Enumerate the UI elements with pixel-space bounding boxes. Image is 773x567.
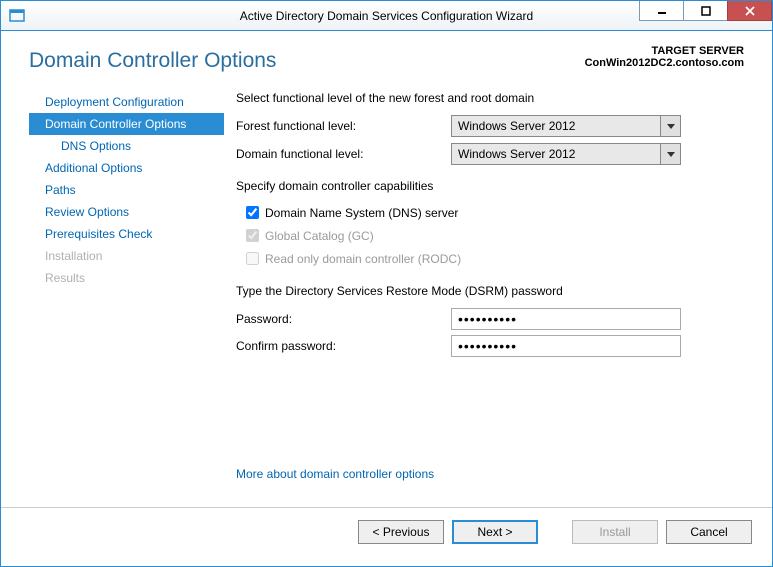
footer: < Previous Next > Install Cancel: [1, 507, 772, 555]
dns-server-checkbox-row: Domain Name System (DNS) server: [242, 203, 744, 222]
confirm-password-row: Confirm password:: [236, 335, 744, 357]
global-catalog-checkbox-row: Global Catalog (GC): [242, 226, 744, 245]
titlebar: Active Directory Domain Services Configu…: [1, 1, 772, 31]
minimize-button[interactable]: [639, 1, 684, 21]
password-row: Password:: [236, 308, 744, 330]
previous-button[interactable]: < Previous: [358, 520, 444, 544]
chevron-down-icon: [660, 144, 680, 164]
domain-level-value: Windows Server 2012: [458, 147, 575, 161]
sidebar-item-prerequisites-check[interactable]: Prerequisites Check: [29, 223, 224, 245]
target-server-block: TARGET SERVER ConWin2012DC2.contoso.com: [585, 45, 744, 69]
dsrm-heading: Type the Directory Services Restore Mode…: [236, 284, 744, 298]
next-button[interactable]: Next >: [452, 520, 538, 544]
global-catalog-label: Global Catalog (GC): [265, 229, 374, 243]
forest-level-value: Windows Server 2012: [458, 119, 575, 133]
install-button: Install: [572, 520, 658, 544]
password-input[interactable]: [451, 308, 681, 330]
dns-server-checkbox[interactable]: [246, 206, 259, 219]
forest-level-dropdown[interactable]: Windows Server 2012: [451, 115, 681, 137]
sidebar: Deployment ConfigurationDomain Controlle…: [29, 91, 224, 491]
domain-level-dropdown[interactable]: Windows Server 2012: [451, 143, 681, 165]
password-label: Password:: [236, 312, 451, 326]
confirm-password-input[interactable]: [451, 335, 681, 357]
app-icon: [9, 8, 25, 24]
target-server-label: TARGET SERVER: [585, 45, 744, 57]
target-server-value: ConWin2012DC2.contoso.com: [585, 57, 744, 69]
cancel-button[interactable]: Cancel: [666, 520, 752, 544]
sidebar-item-results: Results: [29, 267, 224, 289]
sidebar-item-domain-controller-options[interactable]: Domain Controller Options: [29, 113, 224, 135]
forest-level-label: Forest functional level:: [236, 119, 451, 133]
domain-level-row: Domain functional level: Windows Server …: [236, 143, 744, 165]
confirm-password-label: Confirm password:: [236, 339, 451, 353]
forest-level-row: Forest functional level: Windows Server …: [236, 115, 744, 137]
sidebar-item-additional-options[interactable]: Additional Options: [29, 157, 224, 179]
domain-level-label: Domain functional level:: [236, 147, 451, 161]
dns-server-label: Domain Name System (DNS) server: [265, 206, 458, 220]
chevron-down-icon: [660, 116, 680, 136]
more-about-link[interactable]: More about domain controller options: [236, 467, 434, 481]
rodc-checkbox-row: Read only domain controller (RODC): [242, 249, 744, 268]
content-area: Domain Controller Options TARGET SERVER …: [1, 31, 772, 507]
rodc-checkbox: [246, 252, 259, 265]
maximize-button[interactable]: [683, 1, 728, 21]
sidebar-item-dns-options[interactable]: DNS Options: [29, 135, 224, 157]
sidebar-item-deployment-configuration[interactable]: Deployment Configuration: [29, 91, 224, 113]
window-controls: [640, 1, 772, 30]
global-catalog-checkbox: [246, 229, 259, 242]
sidebar-item-installation: Installation: [29, 245, 224, 267]
sidebar-item-paths[interactable]: Paths: [29, 179, 224, 201]
capabilities-heading: Specify domain controller capabilities: [236, 179, 744, 193]
main-panel: Select functional level of the new fores…: [224, 91, 744, 491]
close-button[interactable]: [727, 1, 772, 21]
functional-level-heading: Select functional level of the new fores…: [236, 91, 744, 105]
rodc-label: Read only domain controller (RODC): [265, 252, 461, 266]
sidebar-item-review-options[interactable]: Review Options: [29, 201, 224, 223]
